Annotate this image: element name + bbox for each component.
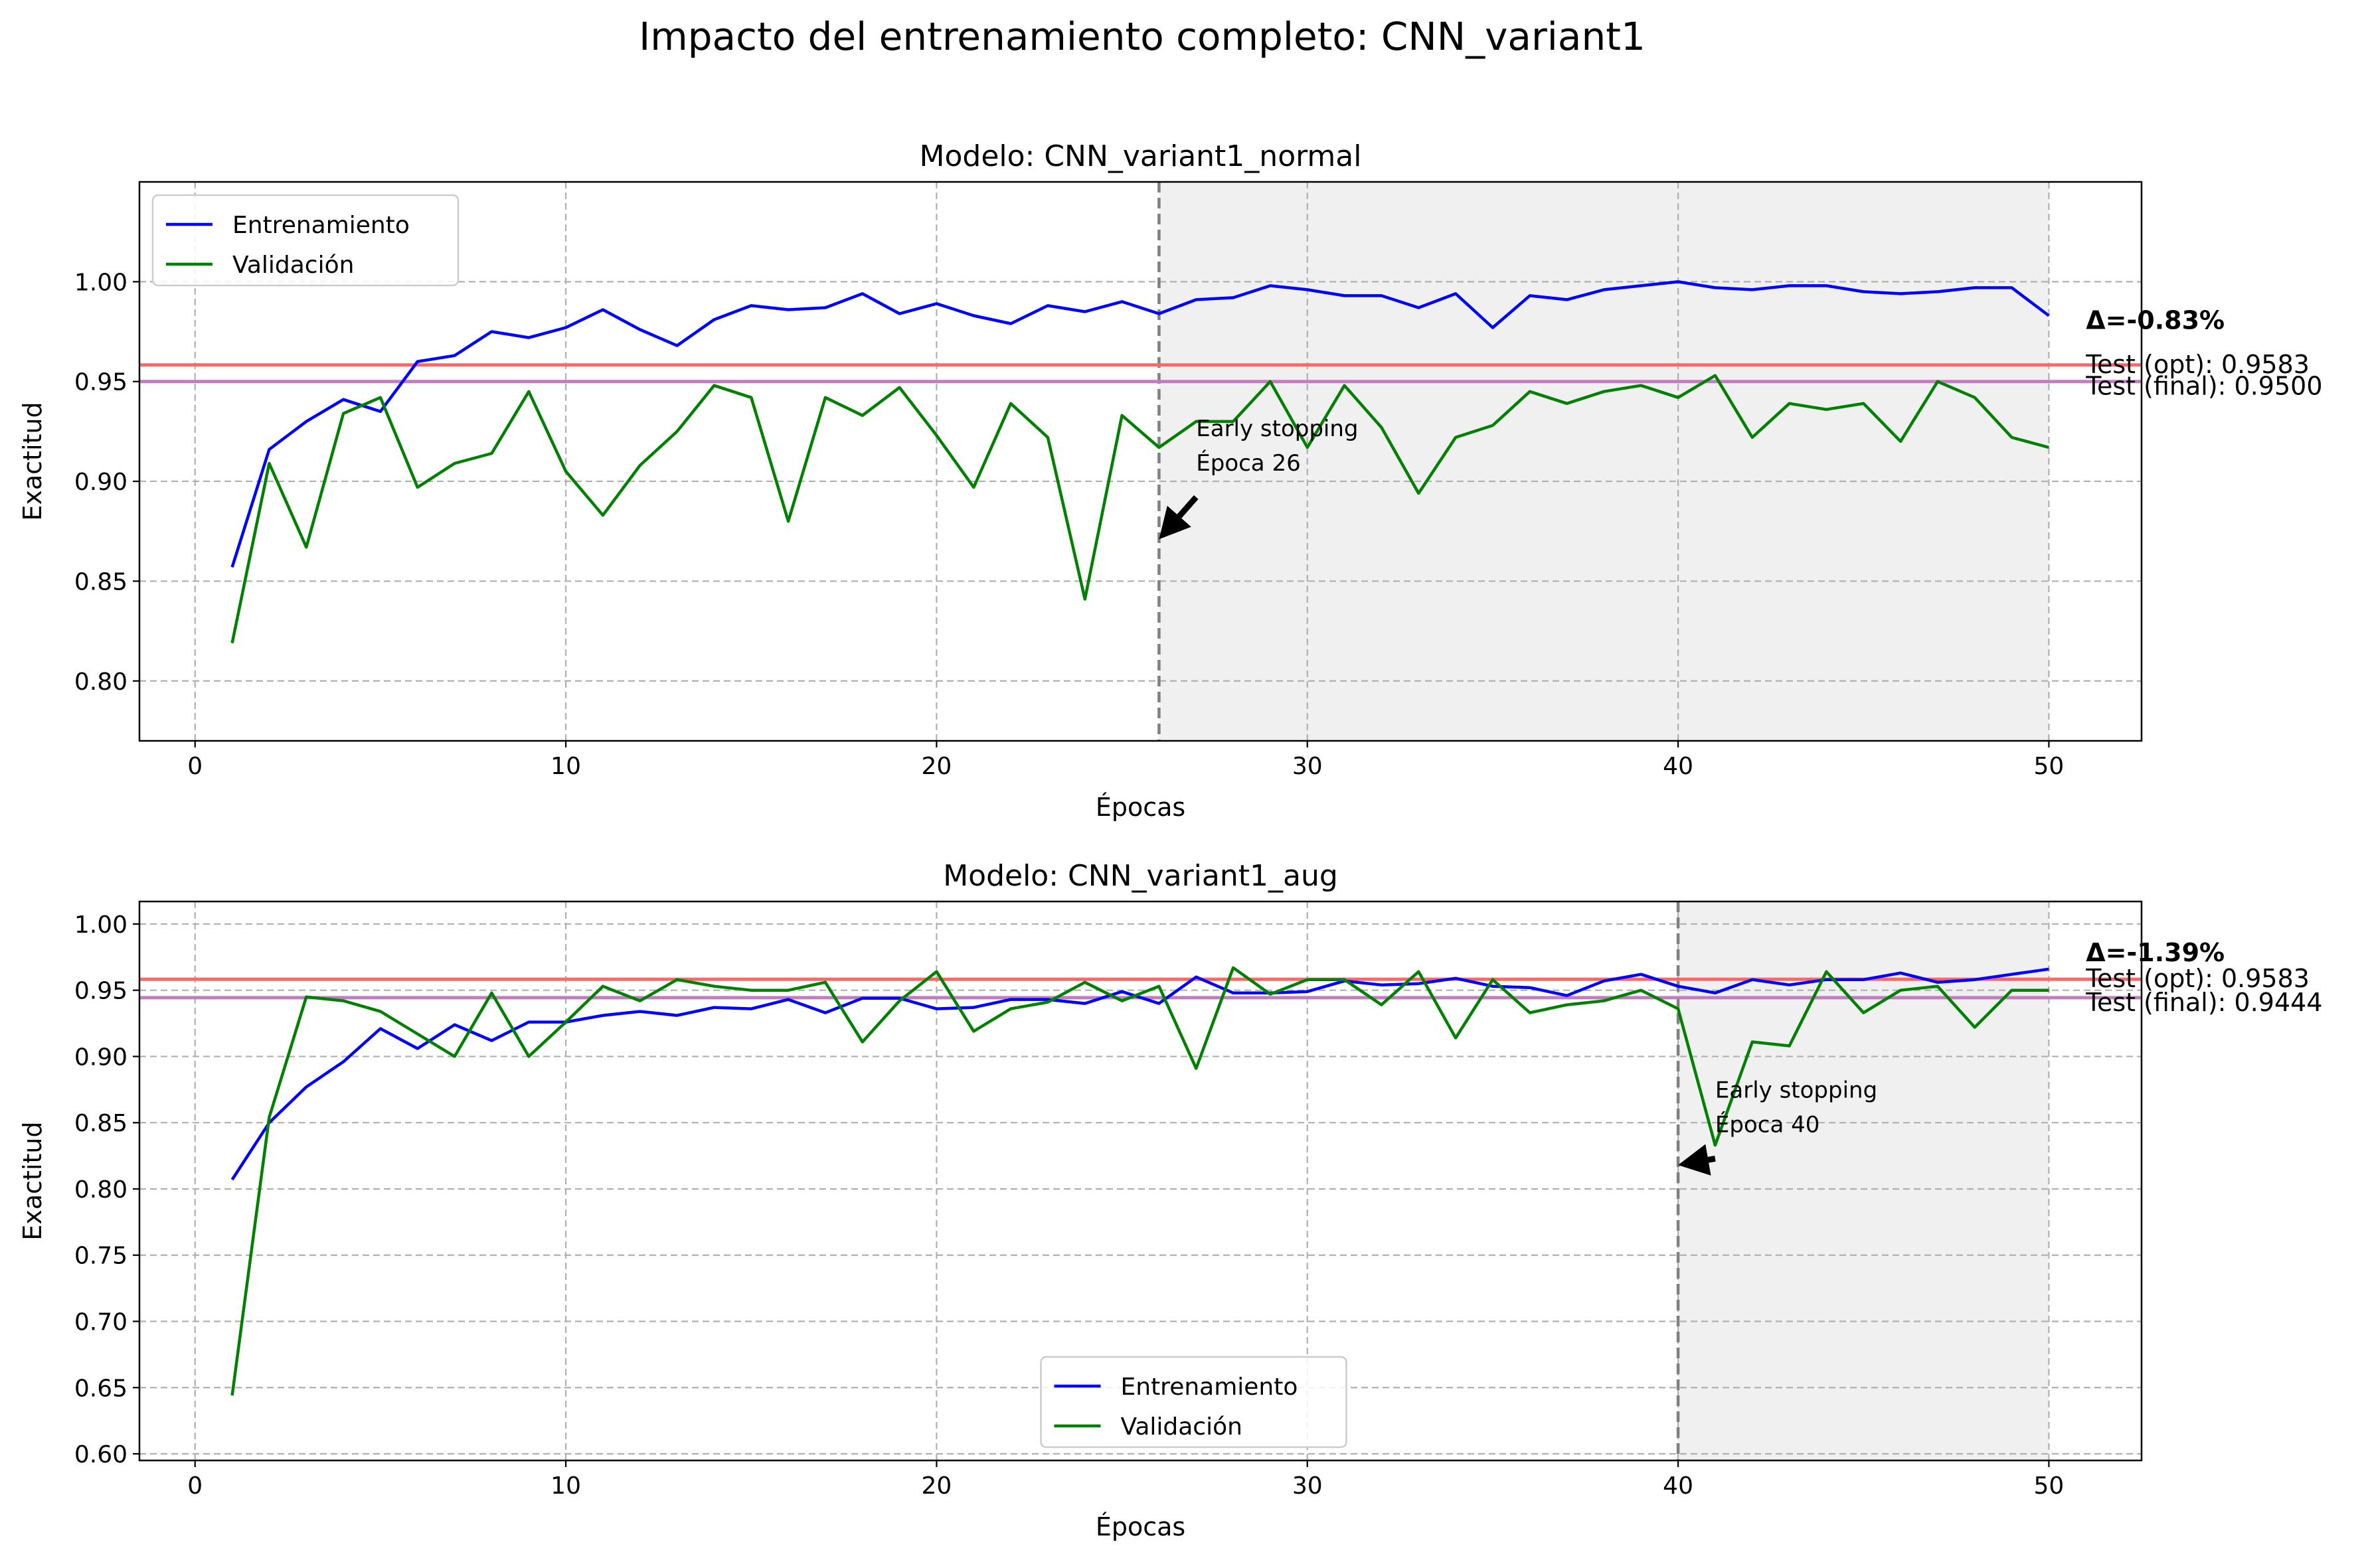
early-stop-arrow-head <box>1159 505 1191 540</box>
test-opt-label: Test (opt): 0.9583 <box>2085 350 2310 379</box>
y-tick-label: 0.90 <box>74 1044 127 1071</box>
y-axis-label: Exactitud <box>18 1121 47 1240</box>
early-stop-annotation-line2: Época 40 <box>1715 1111 1819 1138</box>
legend-entry: Validación <box>1121 1413 1242 1441</box>
x-tick-label: 30 <box>1292 1472 1323 1500</box>
legend: Entrenamiento Validación <box>151 194 460 287</box>
legend: Entrenamiento Validación <box>1040 1356 1347 1449</box>
y-tick-label: 0.85 <box>74 568 127 595</box>
legend-box <box>1040 1356 1347 1449</box>
x-tick-label: 50 <box>2034 753 2065 780</box>
plot-frame <box>138 181 2143 742</box>
early-stop-arrow-head <box>1678 1144 1711 1176</box>
y-tick-label: 0.90 <box>74 469 127 496</box>
train-series-line <box>230 280 2050 568</box>
x-tick-label: 10 <box>550 1472 581 1500</box>
y-axis-label: Exactitud <box>18 402 47 520</box>
chart-panel-normal: 0 10 20 30 40 50 0.80 0.85 0.90 0.95 1.00 Modelo: C… <box>18 139 2323 822</box>
legend-box <box>151 194 460 287</box>
post-early-stop-shade <box>1678 902 2049 1460</box>
early-stop-arrow-shaft <box>1177 495 1199 518</box>
y-tick-label: 0.70 <box>74 1308 127 1336</box>
x-tick-label: 40 <box>1663 753 1693 780</box>
x-axis-label: Épocas <box>1096 793 1185 822</box>
legend-entry: Entrenamiento <box>232 212 410 239</box>
y-tick-label: 1.00 <box>74 911 127 939</box>
delta-label: Δ=-0.83% <box>2086 305 2225 335</box>
y-tick-label: 0.65 <box>74 1375 127 1402</box>
y-tick-label: 0.95 <box>74 978 127 1005</box>
subplot-title: Modelo: CNN_variant1_aug <box>943 859 1338 893</box>
x-tick-label: 0 <box>187 1472 203 1500</box>
x-tick-label: 40 <box>1663 1472 1693 1500</box>
x-axis-label: Épocas <box>1096 1512 1185 1541</box>
subplot-title: Modelo: CNN_variant1_normal <box>920 139 1362 173</box>
y-tick-label: 0.80 <box>74 668 127 696</box>
y-tick-label: 0.80 <box>74 1176 127 1204</box>
figure-title: Impacto del entrenamiento completo: CNN_… <box>639 14 1646 59</box>
test-opt-label: Test (opt): 0.9583 <box>2085 964 2310 993</box>
x-tick-label: 30 <box>1292 753 1323 780</box>
x-tick-label: 0 <box>187 753 203 780</box>
early-stop-annotation-line2: Época 26 <box>1196 449 1300 477</box>
x-tick-label: 20 <box>922 1472 952 1500</box>
y-tick-label: 1.00 <box>74 269 127 296</box>
validation-series-line <box>230 966 2049 1396</box>
test-final-label: Test (final): 0.9444 <box>2085 988 2322 1017</box>
train-series-line <box>230 967 2049 1181</box>
legend-entry: Validación <box>232 252 354 279</box>
delta-label: Δ=-1.39% <box>2086 938 2225 967</box>
y-tick-label: 0.95 <box>74 369 127 396</box>
y-tick-label: 0.60 <box>74 1441 127 1468</box>
early-stop-annotation-line1: Early stopping <box>1715 1077 1877 1103</box>
x-tick-label: 10 <box>550 753 581 780</box>
y-tick-label: 0.75 <box>74 1243 127 1270</box>
validation-series-line <box>230 374 2049 644</box>
test-final-label: Test (final): 0.9500 <box>2085 372 2322 401</box>
plot-frame <box>138 900 2143 1462</box>
x-tick-label: 20 <box>922 753 952 780</box>
y-tick-label: 0.85 <box>74 1110 127 1137</box>
early-stop-arrow-shaft <box>1707 1155 1716 1163</box>
chart-panel-aug: 0 10 20 30 40 50 0.60 0.65 0.70 0.75 0.80 0.85 0.90 0… <box>18 859 2323 1541</box>
x-tick-label: 50 <box>2034 1472 2065 1500</box>
legend-entry: Entrenamiento <box>1121 1373 1298 1401</box>
early-stop-annotation-line1: Early stopping <box>1196 416 1358 442</box>
